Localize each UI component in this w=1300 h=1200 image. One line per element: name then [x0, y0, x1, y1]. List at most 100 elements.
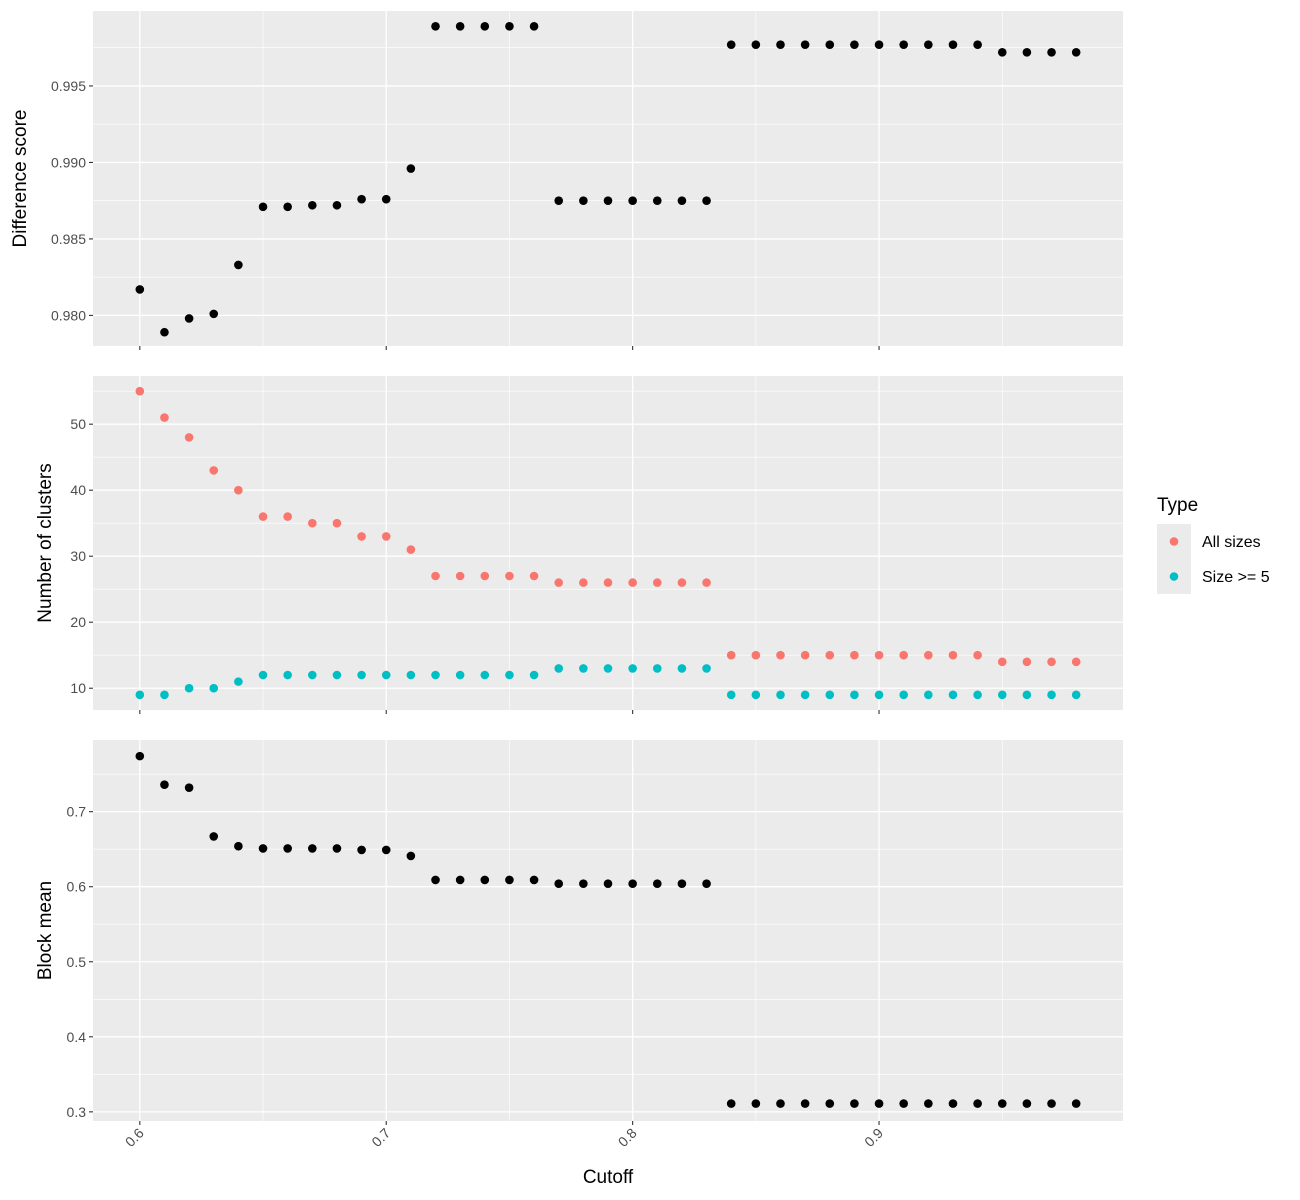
data-point: [455, 875, 465, 885]
data-point: [825, 650, 835, 660]
x-tick-label: 0.7: [368, 1125, 393, 1150]
data-point: [776, 1099, 785, 1108]
data-point: [529, 875, 539, 885]
y-axis-title: Block mean: [35, 881, 56, 980]
data-point: [209, 466, 219, 475]
data-point: [628, 664, 637, 673]
x-tick-label: 0.8: [615, 1125, 640, 1150]
data-point: [800, 40, 810, 49]
data-point: [652, 664, 662, 673]
legend-key-point: [1169, 572, 1179, 581]
data-point: [800, 690, 810, 700]
data-point: [726, 650, 736, 660]
data-point: [677, 879, 687, 889]
data-point: [874, 650, 884, 660]
data-point: [308, 518, 317, 528]
data-point: [381, 845, 391, 855]
data-point: [1047, 1099, 1056, 1108]
panel-background: [93, 376, 1123, 710]
data-point: [529, 571, 539, 581]
data-point: [652, 578, 662, 587]
y-tick-label: 0.4: [67, 1029, 87, 1045]
data-point: [308, 670, 317, 680]
panel-background: [93, 11, 1123, 346]
data-point: [874, 1099, 884, 1108]
data-point: [455, 571, 465, 581]
data-point: [751, 40, 761, 49]
data-point: [406, 164, 416, 173]
data-point: [283, 670, 292, 680]
data-point: [850, 40, 859, 49]
data-point: [332, 670, 342, 680]
data-point: [431, 21, 440, 31]
data-point: [480, 571, 490, 581]
data-point: [776, 690, 785, 700]
data-point: [628, 578, 637, 587]
data-point: [160, 780, 169, 789]
data-point: [160, 413, 169, 422]
data-point: [800, 650, 810, 660]
x-tick-label: 0.9: [861, 1125, 886, 1150]
data-point: [924, 1099, 933, 1108]
data-point: [381, 670, 391, 680]
data-point: [1022, 1099, 1032, 1108]
data-point: [258, 512, 268, 521]
y-tick-label: 10: [70, 680, 86, 696]
data-point: [1071, 48, 1081, 57]
data-point: [1047, 48, 1056, 57]
y-tick-label: 0.980: [51, 307, 86, 323]
panel-blockmean: 0.3 0.4 0.5 0.6 0.7 Block mean: [35, 740, 1123, 1125]
x-tick-label: 0.6: [122, 1125, 147, 1150]
data-point: [702, 664, 711, 673]
data-point: [308, 200, 317, 210]
y-axis-title: Number of clusters: [35, 463, 56, 622]
data-point: [406, 851, 416, 861]
data-point: [948, 650, 958, 660]
data-point: [357, 194, 366, 204]
data-point: [1071, 690, 1081, 700]
data-point: [529, 670, 539, 680]
data-point: [1022, 657, 1032, 667]
data-point: [135, 285, 145, 294]
data-point: [332, 518, 342, 528]
data-point: [825, 40, 835, 49]
data-point: [135, 386, 145, 396]
y-tick-label: 20: [70, 614, 86, 630]
data-point: [702, 578, 711, 587]
data-point: [628, 196, 637, 205]
data-point: [726, 690, 736, 700]
data-point: [480, 21, 490, 31]
data-point: [332, 844, 342, 853]
y-tick-label: 40: [70, 482, 86, 498]
data-point: [505, 571, 514, 581]
x-axis-title: Cutoff: [583, 1167, 634, 1188]
data-point: [332, 200, 342, 210]
data-point: [258, 202, 268, 212]
data-point: [160, 327, 169, 337]
data-point: [579, 664, 588, 673]
data-point: [874, 40, 884, 49]
data-point: [184, 314, 194, 323]
data-point: [505, 21, 514, 31]
data-point: [726, 40, 736, 49]
data-point: [751, 650, 761, 660]
series-all-sizes: [135, 386, 1081, 667]
data-point: [899, 40, 908, 49]
data-point: [554, 879, 564, 889]
data-point: [924, 40, 933, 49]
panel-clusters: 10 20 30 40 50 Number of clusters: [35, 376, 1123, 714]
data-point: [948, 690, 958, 700]
data-point: [1022, 48, 1032, 57]
data-point: [628, 879, 637, 889]
data-point: [431, 875, 440, 885]
y-tick-label: 0.990: [51, 154, 86, 170]
data-point: [135, 690, 145, 700]
data-point: [579, 196, 588, 205]
data-point: [874, 690, 884, 700]
series-block-mean: [135, 751, 1081, 1108]
data-point: [184, 783, 194, 792]
data-point: [529, 21, 539, 31]
data-point: [381, 532, 391, 541]
